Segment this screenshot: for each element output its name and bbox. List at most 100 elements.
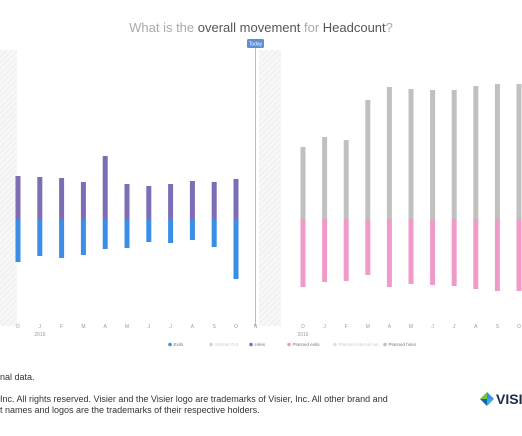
x-tick-label: J <box>453 324 456 330</box>
footer-legal-line-2: t names and logos are the trademarks of … <box>0 405 260 415</box>
x-tick-label: M <box>125 324 129 330</box>
x-tick-label: M <box>366 324 370 330</box>
planned-hires-bar <box>322 137 328 219</box>
planned-hires-bar <box>516 84 522 219</box>
x-tick-label: J <box>169 324 172 330</box>
x-tick-label: A <box>474 324 478 330</box>
bars-layer <box>15 84 522 291</box>
planned-exits-bar <box>343 219 349 281</box>
x-tick-label: A <box>388 324 392 330</box>
hires-bar <box>233 179 239 219</box>
x-tick-label: D <box>301 324 305 330</box>
planned-exits-bar <box>494 219 500 291</box>
footer-legal-line-1: Inc. All rights reserved. Visier and the… <box>0 394 388 404</box>
x-tick-label: J <box>39 324 42 330</box>
planned-hires-bar <box>430 90 436 219</box>
legend-label: Exits <box>174 342 185 347</box>
planned-hires-bar <box>343 140 349 219</box>
title-part-3: for <box>300 20 323 35</box>
x-tick-label: N <box>254 324 258 330</box>
exits-bar <box>189 219 195 240</box>
hires-bar <box>80 182 86 219</box>
planned-hires-bar <box>408 89 414 219</box>
legend-swatch <box>209 342 213 347</box>
planned-hires-bar <box>300 147 306 219</box>
planned-exits-bar <box>365 219 371 275</box>
exits-bar <box>59 219 65 258</box>
hires-bar <box>102 156 108 219</box>
legend-swatch <box>168 342 172 347</box>
x-tick-label: O <box>234 324 238 330</box>
exits-bar <box>15 219 21 262</box>
planned-hires-bar <box>365 100 371 219</box>
exits-bar <box>146 219 152 242</box>
legend-label: Planned hires <box>389 342 417 347</box>
today-hatch-region <box>259 50 281 326</box>
hires-bar <box>211 182 217 219</box>
hires-bar <box>59 178 65 219</box>
legend-item: Planned internal out <box>333 342 379 347</box>
hires-bar <box>189 181 195 219</box>
x-tick-label: F <box>345 324 348 330</box>
exits-bar <box>37 219 43 256</box>
planned-exits-bar <box>300 219 306 287</box>
legend-item: Exits <box>168 342 184 347</box>
hires-bar <box>168 184 174 219</box>
legend-swatch <box>383 342 387 347</box>
x-tick-label: M <box>409 324 413 330</box>
x-tick-label: A <box>104 324 108 330</box>
planned-exits-bar <box>386 219 392 287</box>
x-tick-label: J <box>431 324 434 330</box>
footer-legal: Inc. All rights reserved. Visier and the… <box>0 394 420 416</box>
planned-hires-bar <box>473 86 479 219</box>
planned-exits-bar <box>516 219 522 291</box>
hires-bar <box>124 184 130 219</box>
title-part-2: overall movement <box>197 20 301 35</box>
legend-swatch <box>287 342 291 347</box>
planned-exits-bar <box>408 219 414 284</box>
exits-bar <box>102 219 108 249</box>
planned-exits-bar <box>322 219 328 282</box>
legend-swatch <box>333 342 337 347</box>
planned-hires-bar <box>386 87 392 219</box>
planned-exits-bar <box>451 219 457 286</box>
history-hatch-region <box>0 50 17 326</box>
title-part-1: What is the <box>129 20 198 35</box>
x-tick-label: F <box>60 324 63 330</box>
exits-bar <box>233 219 239 279</box>
x-tick-label: S <box>213 324 217 330</box>
footer-note: nal data. <box>0 372 35 382</box>
visier-logo-mark <box>480 392 494 406</box>
chart-title: What is the overall movement for Headcou… <box>0 20 522 35</box>
legend-label: Hires <box>255 342 266 347</box>
hires-bar <box>15 176 21 219</box>
exits-bar <box>211 219 217 247</box>
title-part-5: ? <box>385 20 393 35</box>
planned-exits-bar <box>430 219 436 285</box>
exits-bar <box>168 219 174 243</box>
x-tick-label: M <box>81 324 85 330</box>
x-tick-label: J <box>148 324 151 330</box>
legend-item: Planned hires <box>383 342 417 347</box>
planned-exits-bar <box>473 219 479 289</box>
legend-label: Planned exits <box>293 342 321 347</box>
x-tick-label: S <box>496 324 500 330</box>
legend: Exits Internal Out Hires Planned exits Plann… <box>168 342 417 347</box>
visier-logo: VISI <box>480 391 522 407</box>
hires-bar <box>37 177 43 219</box>
legend-item: Planned exits <box>287 342 320 347</box>
legend-label: Planned internal out <box>339 342 380 347</box>
year-label: 2016 <box>297 332 308 338</box>
title-part-4: Headcount <box>322 20 386 35</box>
planned-hires-bar <box>494 84 500 219</box>
legend-label: Internal Out <box>215 342 239 347</box>
movement-chart: Today D J F M A M J J A S O 2015 N D J F M A M J J A S O 2016 Ex… <box>0 39 522 347</box>
x-tick-label: O <box>517 324 521 330</box>
year-label: 2015 <box>34 332 45 338</box>
x-axis-ticks: D J F M A M J J A S O 2015 N D J F M A M J J A S O 2016 <box>16 324 521 338</box>
legend-item: Internal Out <box>209 342 239 347</box>
planned-hires-bar <box>451 90 457 219</box>
legend-swatch <box>249 342 253 347</box>
x-tick-label: J <box>323 324 326 330</box>
today-label: Today <box>249 42 263 48</box>
